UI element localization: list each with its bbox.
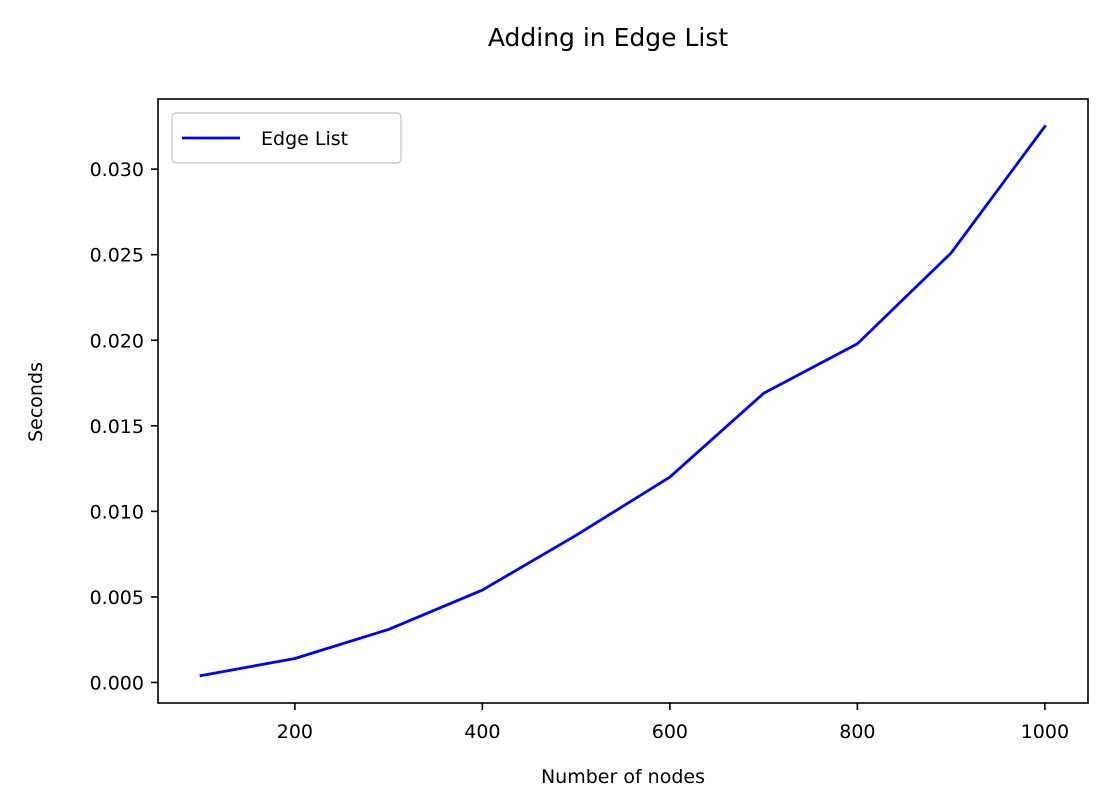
legend: Edge List <box>171 112 402 164</box>
y-tick-label: 0.000 <box>90 672 144 694</box>
y-tick-label: 0.005 <box>90 587 144 609</box>
y-tick-label: 0.025 <box>90 245 144 267</box>
y-tick-label: 0.030 <box>90 159 144 181</box>
plot-frame <box>157 98 1089 704</box>
legend-box <box>171 112 402 164</box>
series-line-edge-list <box>199 124 1047 678</box>
legend-label-edge-list: Edge List <box>261 128 348 150</box>
x-tick-label: 200 <box>277 721 313 743</box>
y-tick-label: 0.015 <box>90 416 144 438</box>
x-tick-label: 1000 <box>1021 721 1069 743</box>
y-tick-label: 0.020 <box>90 330 144 352</box>
plot-series <box>199 124 1047 678</box>
chart-title: Adding in Edge List <box>488 23 729 52</box>
y-axis-label: Seconds <box>25 362 47 442</box>
x-tick-label: 600 <box>652 721 688 743</box>
x-tick-label: 800 <box>839 721 875 743</box>
x-axis: 200 400 600 800 1000 <box>277 703 1069 743</box>
x-axis-label: Number of nodes <box>541 766 705 788</box>
y-tick-label: 0.010 <box>90 501 144 523</box>
x-tick-label: 400 <box>464 721 500 743</box>
y-axis: 0.000 0.005 0.010 0.015 0.020 0.025 0.030 <box>90 159 158 694</box>
